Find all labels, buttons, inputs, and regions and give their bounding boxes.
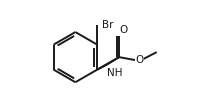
Text: O: O <box>120 25 128 35</box>
Text: Br: Br <box>102 20 113 29</box>
Text: O: O <box>136 55 144 65</box>
Text: NH: NH <box>108 68 123 78</box>
